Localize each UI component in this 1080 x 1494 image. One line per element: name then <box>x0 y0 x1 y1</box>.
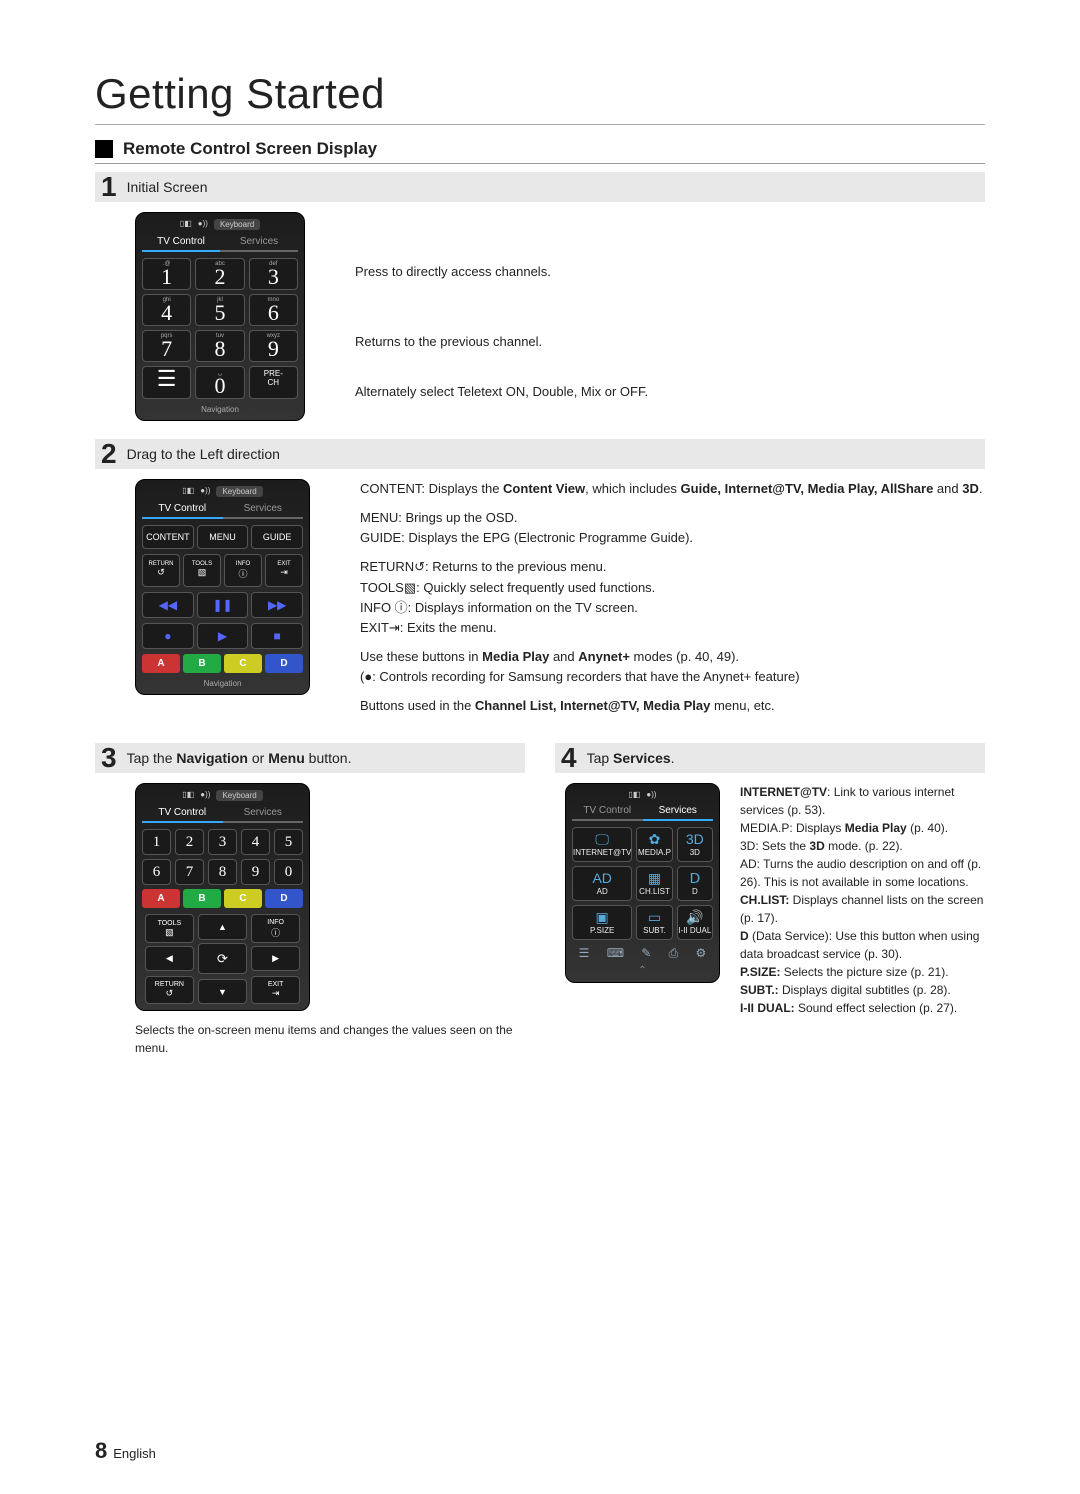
page-title: Getting Started <box>95 70 985 118</box>
square-icon <box>95 140 113 158</box>
page-footer: 8English <box>95 1438 156 1464</box>
section-heading: Remote Control Screen Display <box>95 139 985 164</box>
step-2-title: Drag to the Left direction <box>127 446 280 462</box>
subtitle: Remote Control Screen Display <box>123 139 377 159</box>
step-2-band: 2 Drag to the Left direction <box>95 439 985 469</box>
remote-services: ▯◧●)) TV ControlServices 🖵INTERNET@TV✿ME… <box>565 783 720 983</box>
step-1-band: 1 Initial Screen <box>95 172 985 202</box>
step-3-band: 3 Tap the Navigation or Menu button. <box>95 743 525 773</box>
step-4-desc: INTERNET@TV: Link to various internet se… <box>740 783 985 1017</box>
number-pad[interactable]: .@1abc2def3ghi4jkl5mno6pqrs7tuv8wxyz9☰␣0… <box>142 258 298 399</box>
step-4-band: 4 Tap Services. <box>555 743 985 773</box>
step-3-caption: Selects the on-screen menu items and cha… <box>135 1021 525 1057</box>
step-1-title: Initial Screen <box>127 179 208 195</box>
remote-nav: ▯◧●))Keyboard TV ControlServices 1234567… <box>135 783 310 1011</box>
step-2-desc: CONTENT: Displays the Content View, whic… <box>360 479 982 725</box>
tab-services[interactable]: Services <box>220 233 298 252</box>
tab-tvcontrol[interactable]: TV Control <box>142 233 220 252</box>
remote-initial: ▯◧●))Keyboard TV ControlServices .@1abc2… <box>135 212 305 421</box>
step-number-1: 1 <box>101 174 117 200</box>
step-1-desc: Press to directly access channels. Retur… <box>355 212 648 421</box>
divider <box>95 124 985 125</box>
remote-menu: ▯◧●))Keyboard TV ControlServices CONTENT… <box>135 479 310 695</box>
step-number-2: 2 <box>101 441 117 467</box>
